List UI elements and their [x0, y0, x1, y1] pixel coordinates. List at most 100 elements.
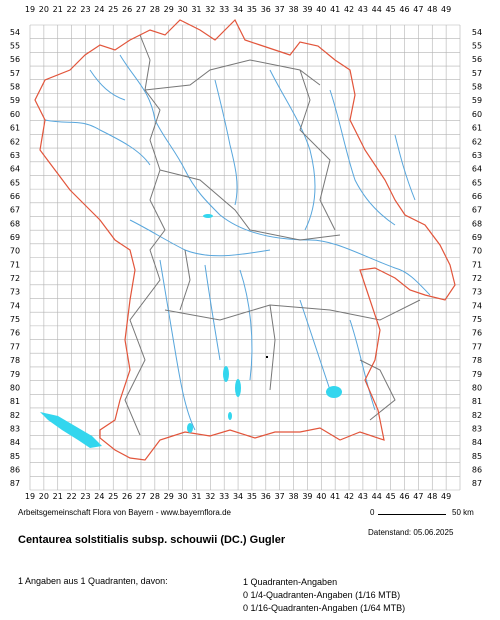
y-label-right: 79: [472, 370, 482, 379]
y-label-right: 85: [472, 452, 482, 461]
x-label-bottom: 27: [136, 492, 146, 500]
x-label-bottom: 32: [205, 492, 215, 500]
y-label-left: 74: [10, 301, 20, 310]
x-label-bottom: 43: [358, 492, 368, 500]
y-label-right: 54: [472, 28, 482, 37]
x-label-bottom: 30: [177, 492, 187, 500]
y-label-left: 76: [10, 329, 20, 338]
x-label-top: 23: [80, 5, 90, 14]
y-label-left: 71: [10, 260, 20, 269]
district-border-west: [124, 34, 166, 436]
x-label-top: 38: [288, 5, 298, 14]
y-label-right: 62: [472, 137, 482, 146]
x-label-top: 36: [261, 5, 271, 14]
district-borders: [124, 34, 421, 436]
x-label-top: 43: [358, 5, 368, 14]
lake-constance: [40, 412, 102, 448]
y-label-right: 60: [472, 110, 482, 119]
scale-line: [378, 514, 446, 515]
x-label-bottom: 41: [330, 492, 340, 500]
x-label-top: 35: [247, 5, 257, 14]
y-label-right: 74: [472, 301, 482, 310]
river-south-1: [159, 259, 196, 431]
y-label-left: 68: [10, 219, 20, 228]
y-label-right: 64: [472, 165, 482, 174]
y-label-left: 66: [10, 192, 20, 201]
x-label-top: 32: [205, 5, 215, 14]
y-label-left: 79: [10, 370, 20, 379]
x-label-top: 37: [275, 5, 285, 14]
x-label-top: 27: [136, 5, 146, 14]
x-label-top: 46: [399, 5, 409, 14]
y-label-left: 59: [10, 96, 20, 105]
x-label-top: 26: [122, 5, 132, 14]
rivers: [44, 54, 431, 431]
y-label-right: 57: [472, 69, 482, 78]
breakdown-sixteenth: 0 1/16-Quadranten-Angaben (1/64 MTB): [243, 603, 406, 613]
x-label-bottom: 35: [247, 492, 257, 500]
x-label-bottom: 46: [399, 492, 409, 500]
y-label-right: 65: [472, 178, 482, 187]
district-border-east: [299, 69, 336, 231]
scale-bar: 0 50 km: [370, 506, 490, 526]
y-label-left: 81: [10, 397, 20, 406]
x-label-bottom: 28: [150, 492, 160, 500]
x-label-top: 21: [53, 5, 63, 14]
y-label-right: 71: [472, 260, 482, 269]
y-label-right: 72: [472, 274, 482, 283]
x-label-top: 30: [177, 5, 187, 14]
lake-tegernsee: [228, 412, 232, 420]
x-label-bottom: 22: [67, 492, 77, 500]
x-label-top: 39: [302, 5, 312, 14]
y-label-right: 78: [472, 356, 482, 365]
y-label-left: 57: [10, 69, 20, 78]
district-border-center: [159, 169, 341, 241]
y-label-right: 67: [472, 206, 482, 215]
x-label-top: 44: [372, 5, 382, 14]
summary-breakdown: 1 Quadranten-Angaben 0 1/4-Quadranten-An…: [243, 576, 405, 615]
y-label-right: 63: [472, 151, 482, 160]
y-label-left: 60: [10, 110, 20, 119]
district-border-east-lower: [359, 359, 396, 421]
x-label-top: 33: [219, 5, 229, 14]
y-label-right: 61: [472, 124, 482, 133]
x-label-bottom: 34: [233, 492, 243, 500]
x-label-top: 41: [330, 5, 340, 14]
x-label-bottom: 19: [25, 492, 35, 500]
x-label-top: 22: [67, 5, 77, 14]
occurrence-dot: [266, 356, 268, 358]
x-label-top: 34: [233, 5, 243, 14]
y-label-left: 54: [10, 28, 20, 37]
y-label-left: 73: [10, 288, 20, 297]
y-label-right: 70: [472, 247, 482, 256]
river-trib-3: [394, 134, 416, 201]
x-label-top: 47: [413, 5, 423, 14]
river-trib-2: [89, 69, 126, 101]
x-label-bottom: 24: [94, 492, 104, 500]
lake-chiemsee: [326, 386, 342, 398]
breakdown-quadrant: 1 Quadranten-Angaben: [243, 577, 338, 587]
lake-ammersee: [223, 366, 229, 382]
y-label-right: 82: [472, 411, 482, 420]
y-label-left: 70: [10, 247, 20, 256]
y-label-left: 84: [10, 438, 20, 447]
y-label-right: 58: [472, 83, 482, 92]
y-label-left: 75: [10, 315, 20, 324]
y-label-right: 83: [472, 424, 482, 433]
y-label-left: 67: [10, 206, 20, 215]
x-label-top: 31: [191, 5, 201, 14]
x-label-bottom: 47: [413, 492, 423, 500]
y-label-left: 56: [10, 55, 20, 64]
river-south-5: [349, 319, 376, 411]
grid-lines: [29, 24, 461, 491]
x-label-bottom: 40: [316, 492, 326, 500]
lakes: [40, 214, 342, 448]
state-border: [34, 18, 456, 461]
district-border-south: [164, 299, 421, 321]
x-label-top: 45: [386, 5, 396, 14]
x-label-top: 19: [25, 5, 35, 14]
distribution-map: 19 19 20 20 21 21 22 22 23 23 24 24 25 25 26 26 27 27 28 28…: [10, 5, 482, 501]
y-label-left: 77: [10, 342, 20, 351]
y-label-right: 66: [472, 192, 482, 201]
y-label-left: 58: [10, 83, 20, 92]
